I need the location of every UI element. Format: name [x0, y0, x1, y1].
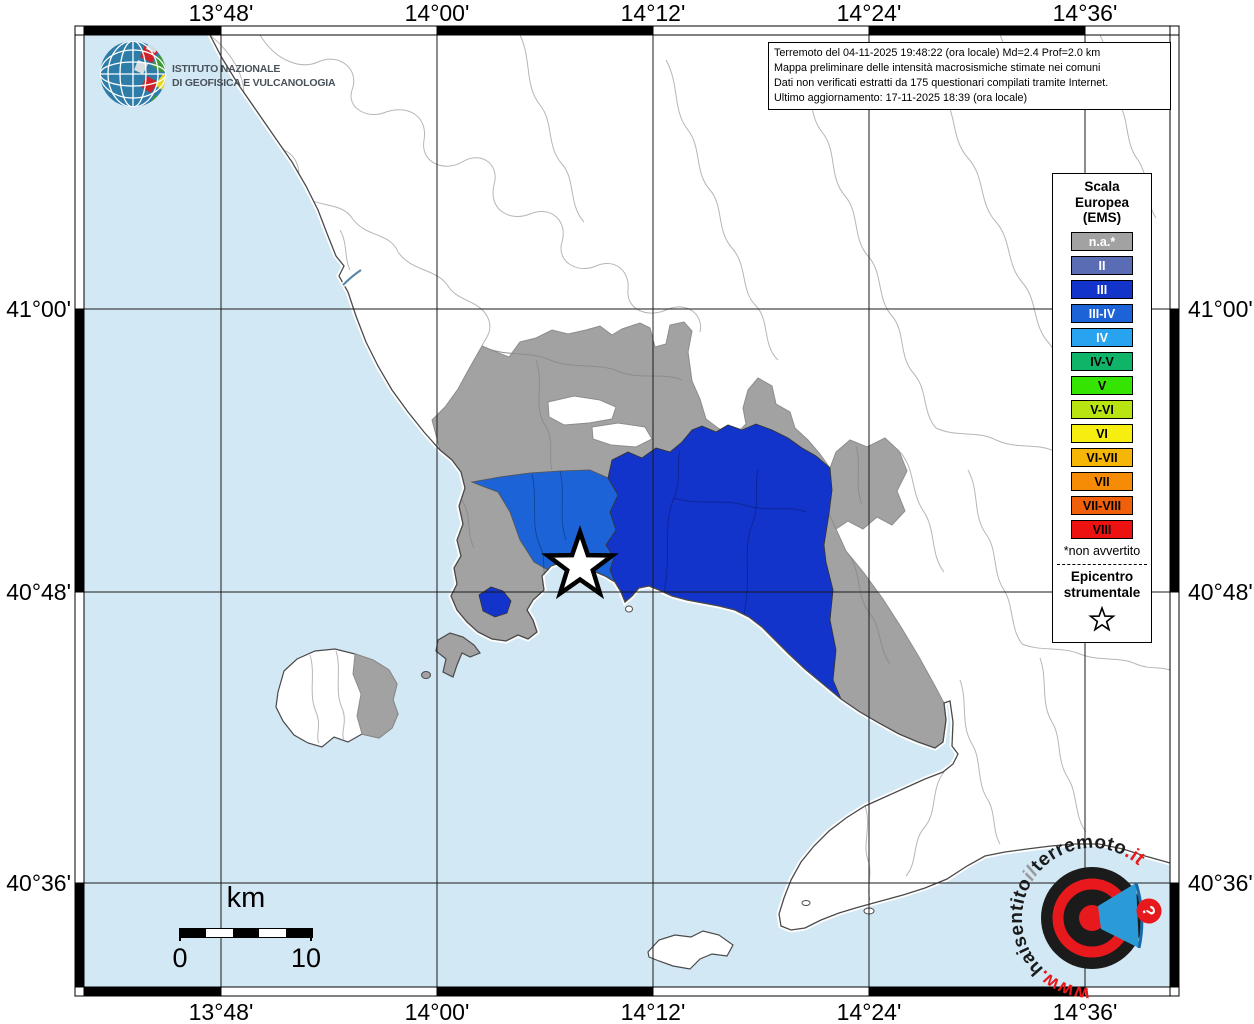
islands: [275, 605, 875, 970]
legend-swatch-viii: VIII: [1071, 519, 1133, 539]
earthquake-info-box: Terremoto del 04-11-2025 19:48:22 (ora l…: [768, 42, 1171, 110]
legend-swatch-vii-viii: VII-VIII: [1071, 495, 1133, 515]
scale-bar-tick-end: [310, 928, 312, 941]
legend-swatch-vi: VI: [1071, 423, 1133, 443]
axis-label-top-1348: 13°48': [188, 0, 254, 26]
axis-label-top-1412: 14°12': [620, 0, 686, 26]
scale-bar-tick-start: [179, 928, 181, 941]
coastal-lagoon: [341, 267, 363, 287]
legend-swatch-vii: VII: [1071, 471, 1133, 491]
ingv-line1: ISTITUTO NAZIONALE: [172, 63, 281, 75]
scale-bar: [179, 928, 313, 938]
region-na-hole: [547, 395, 617, 426]
megaphone-icon: [1098, 883, 1139, 948]
legend-items: n.a.* II III III-IV IV IV-V V V-VI VI VI…: [1053, 231, 1151, 539]
axis-label-left-4048: 40°48': [6, 579, 71, 605]
info-line-event: Terremoto del 04-11-2025 19:48:22 (ora l…: [774, 47, 1101, 59]
axis-label-right-4036: 40°36': [1188, 870, 1253, 896]
legend-title: Scala Europea (EMS): [1074, 179, 1129, 225]
axis-label-top-1436: 14°36': [1052, 0, 1118, 26]
axis-label-bottom-1436: 14°36': [1052, 999, 1118, 1024]
legend-swatch-iv-v: IV-V: [1071, 351, 1133, 371]
scale-bar-start-value: 0: [172, 943, 188, 973]
legend-swatch-na: n.a.*: [1071, 231, 1133, 251]
info-line-data-source: Dati non verificati estratti da 175 ques…: [774, 77, 1109, 89]
region-iii-small: [478, 586, 512, 618]
legend-swatch-iii: III: [1071, 279, 1133, 299]
legend-swatch-v-vi: V-VI: [1071, 399, 1133, 419]
legend-footnote: *non avvertito: [1063, 543, 1141, 558]
na-internal-boundaries: [461, 345, 891, 665]
legend-divider: [1057, 563, 1147, 565]
info-line-map-type: Mappa preliminare delle intensità macros…: [774, 62, 1101, 74]
svg-text:?: ?: [1138, 904, 1159, 919]
municipal-boundaries: [210, 35, 1170, 901]
capri-island: [647, 930, 734, 970]
sorrento-islet: [801, 900, 811, 906]
region-na-hole: [591, 422, 653, 448]
region-na-east: [828, 437, 908, 530]
legend-swatch-iv: IV: [1071, 327, 1133, 347]
scale-bar-end-value: 10: [290, 943, 322, 973]
axis-label-top-1400: 14°00': [404, 0, 470, 26]
axis-label-right-4048: 40°48': [1188, 579, 1253, 605]
info-line-updated: Ultimo aggiornamento: 17-11-2025 18:39 (…: [774, 92, 1028, 104]
axis-label-bottom-1400: 14°00': [404, 999, 470, 1024]
axis-label-right-4100: 41°00': [1188, 296, 1253, 322]
ischia-gray-part: [352, 653, 399, 739]
axis-label-bottom-1412: 14°12': [620, 999, 686, 1024]
epicenter-legend-star-icon: [1088, 605, 1116, 632]
procida-island: [435, 632, 481, 678]
legend-swatch-v: V: [1071, 375, 1133, 395]
axis-label-bottom-1424: 14°24': [836, 999, 902, 1024]
epicenter-legend-label: Epicentro strumentale: [1063, 568, 1141, 600]
coastline: [209, 34, 1171, 931]
blue-internal-boundaries: [531, 449, 807, 615]
ems-scale-legend: Scala Europea (EMS) n.a.* II III III-IV …: [1052, 173, 1152, 643]
legend-swatch-ii: II: [1071, 255, 1133, 275]
axis-label-left-4036: 40°36': [6, 870, 71, 896]
map-frame: [74, 25, 1180, 997]
axis-label-top-1424: 14°24': [836, 0, 902, 26]
scale-bar-unit: km: [226, 882, 266, 914]
nisida-islet: [625, 605, 633, 613]
question-badge-icon: ?: [1136, 898, 1162, 924]
epicenter-star-icon: [541, 525, 619, 600]
legend-swatch-iii-iv: III-IV: [1071, 303, 1133, 323]
axis-label-left-4100: 41°00': [6, 296, 71, 322]
legend-swatch-vi-vii: VI-VII: [1071, 447, 1133, 467]
axis-label-bottom-1348: 13°48': [188, 999, 254, 1024]
ingv-line2: DI GEOFISICA E VULCANOLOGIA: [172, 77, 336, 89]
vivara-islet: [421, 671, 431, 679]
ingv-institute-name: ISTITUTO NAZIONALE DI GEOFISICA E VULCAN…: [172, 62, 342, 90]
